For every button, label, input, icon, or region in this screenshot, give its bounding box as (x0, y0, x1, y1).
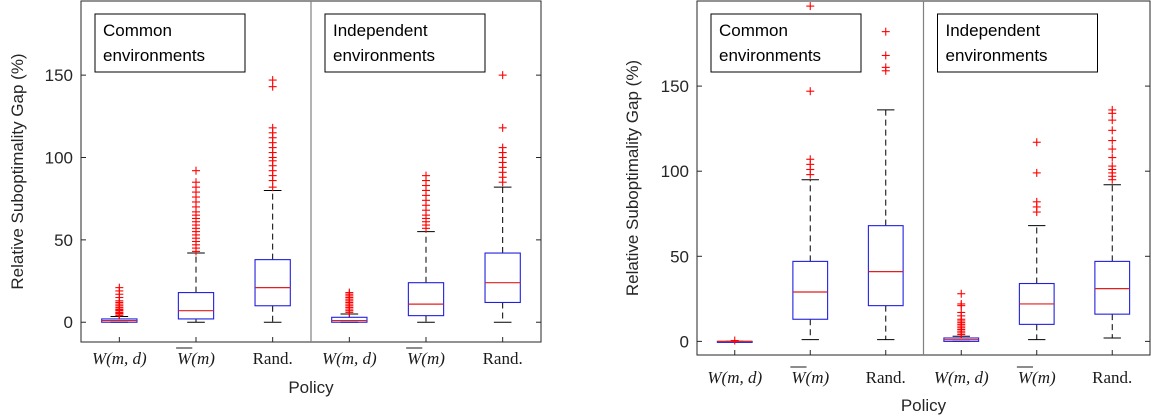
y-axis-label: Relative Suboptimality Gap (%) (623, 60, 642, 296)
y-tick-label: 50 (670, 247, 689, 266)
outlier-marker (498, 123, 507, 132)
y-tick-label: 0 (680, 332, 689, 351)
group-label-line: environments (333, 46, 435, 65)
group-label-line: Independent (946, 21, 1041, 40)
x-axis-label: Policy (901, 396, 947, 415)
group-label-line: Independent (333, 21, 428, 40)
outlier-marker (1032, 138, 1041, 147)
iqr-box (177, 292, 215, 320)
outlier-marker (881, 63, 890, 72)
outlier-marker (881, 51, 890, 60)
box-1-2: W(m) (176, 166, 215, 368)
x-tick-label: W(m) (177, 349, 215, 368)
outlier-marker (881, 27, 890, 36)
outlier-marker (1108, 116, 1117, 125)
iqr-box (407, 282, 445, 317)
outlier-marker (957, 308, 966, 317)
outlier-marker (957, 289, 966, 298)
x-tick-label: W(m, d) (707, 368, 762, 387)
outlier-marker (1108, 136, 1117, 145)
box-2-2: W(m) (406, 171, 445, 368)
outlier-marker (1108, 126, 1117, 135)
x-tick-label: W(m) (1018, 368, 1056, 387)
y-tick-label: 150 (45, 66, 73, 85)
outlier-marker (192, 166, 200, 175)
outlier-marker (806, 2, 815, 11)
y-tick-label: 150 (661, 77, 689, 96)
box-2-1: W(m, d) (322, 288, 377, 368)
y-tick-label: 100 (661, 162, 689, 181)
outlier-marker (1108, 145, 1117, 154)
box-1-1: W(m, d) (707, 336, 762, 387)
x-axis-label: Policy (288, 378, 334, 397)
x-tick-label: Rand. (866, 368, 906, 387)
iqr-box (254, 259, 291, 307)
box-1-1: W(m, d) (92, 283, 147, 368)
group-label-box (710, 13, 862, 73)
outlier-marker (730, 336, 739, 345)
outlier-marker (268, 123, 277, 132)
y-axis-label: Relative Suboptimality Gap (%) (8, 53, 27, 289)
outlier-marker (498, 143, 507, 152)
outlier-marker (498, 71, 507, 80)
outlier-marker (806, 87, 815, 96)
outlier-marker (268, 76, 277, 85)
outlier-marker (957, 299, 966, 308)
x-tick-label: W(m, d) (934, 368, 989, 387)
outlier-marker (1032, 197, 1041, 206)
box-1-3: Rand. (253, 76, 293, 368)
iqr-box (867, 225, 904, 307)
box-1-3: Rand. (866, 27, 906, 387)
x-tick-label: Rand. (1092, 368, 1132, 387)
outlier-marker (192, 178, 200, 187)
box-2-1: W(m, d) (934, 289, 989, 387)
chart-1: 0 50 100 150 Relative Suboptimality Gap (%) P… (8, 0, 542, 397)
iqr-box (792, 260, 829, 320)
outlier-marker (422, 171, 430, 180)
box-2-2: W(m) (1016, 138, 1056, 387)
group-label-line: Common (103, 21, 172, 40)
x-tick-label: Rand. (253, 349, 293, 368)
iqr-box (1094, 260, 1131, 315)
group-label-line: environments (719, 46, 821, 65)
outlier-marker (1032, 168, 1041, 177)
x-tick-label: Rand. (483, 349, 523, 368)
y-tick-label: 100 (45, 148, 73, 167)
y-tick-label: 0 (64, 313, 73, 332)
x-tick-label: W(m) (791, 368, 829, 387)
outlier-marker (115, 283, 124, 292)
box-2-3: Rand. (483, 71, 523, 368)
x-tick-label: W(m) (407, 349, 445, 368)
iqr-box (331, 316, 368, 323)
iqr-box (484, 252, 521, 304)
outlier-marker (806, 155, 815, 164)
x-tick-label: W(m, d) (322, 349, 377, 368)
box-2-3: Rand. (1092, 105, 1132, 387)
group-label-box (937, 13, 1098, 73)
group-label-box (94, 13, 246, 73)
outlier-marker (1108, 162, 1117, 171)
chart-2: 0 50 100 150 Relative Suboptimality Gap (%) P… (623, 0, 1151, 415)
y-tick-label: 50 (54, 231, 73, 250)
group-label-line: environments (103, 46, 205, 65)
box-1-2: W(m) (790, 2, 829, 387)
x-tick-label: W(m, d) (92, 349, 147, 368)
group-label-line: Common (719, 21, 788, 40)
outlier-marker (1108, 153, 1117, 162)
group-label-box (324, 13, 486, 73)
group-label-line: environments (946, 46, 1048, 65)
outlier-marker (1108, 105, 1117, 114)
outlier-marker (345, 288, 354, 297)
